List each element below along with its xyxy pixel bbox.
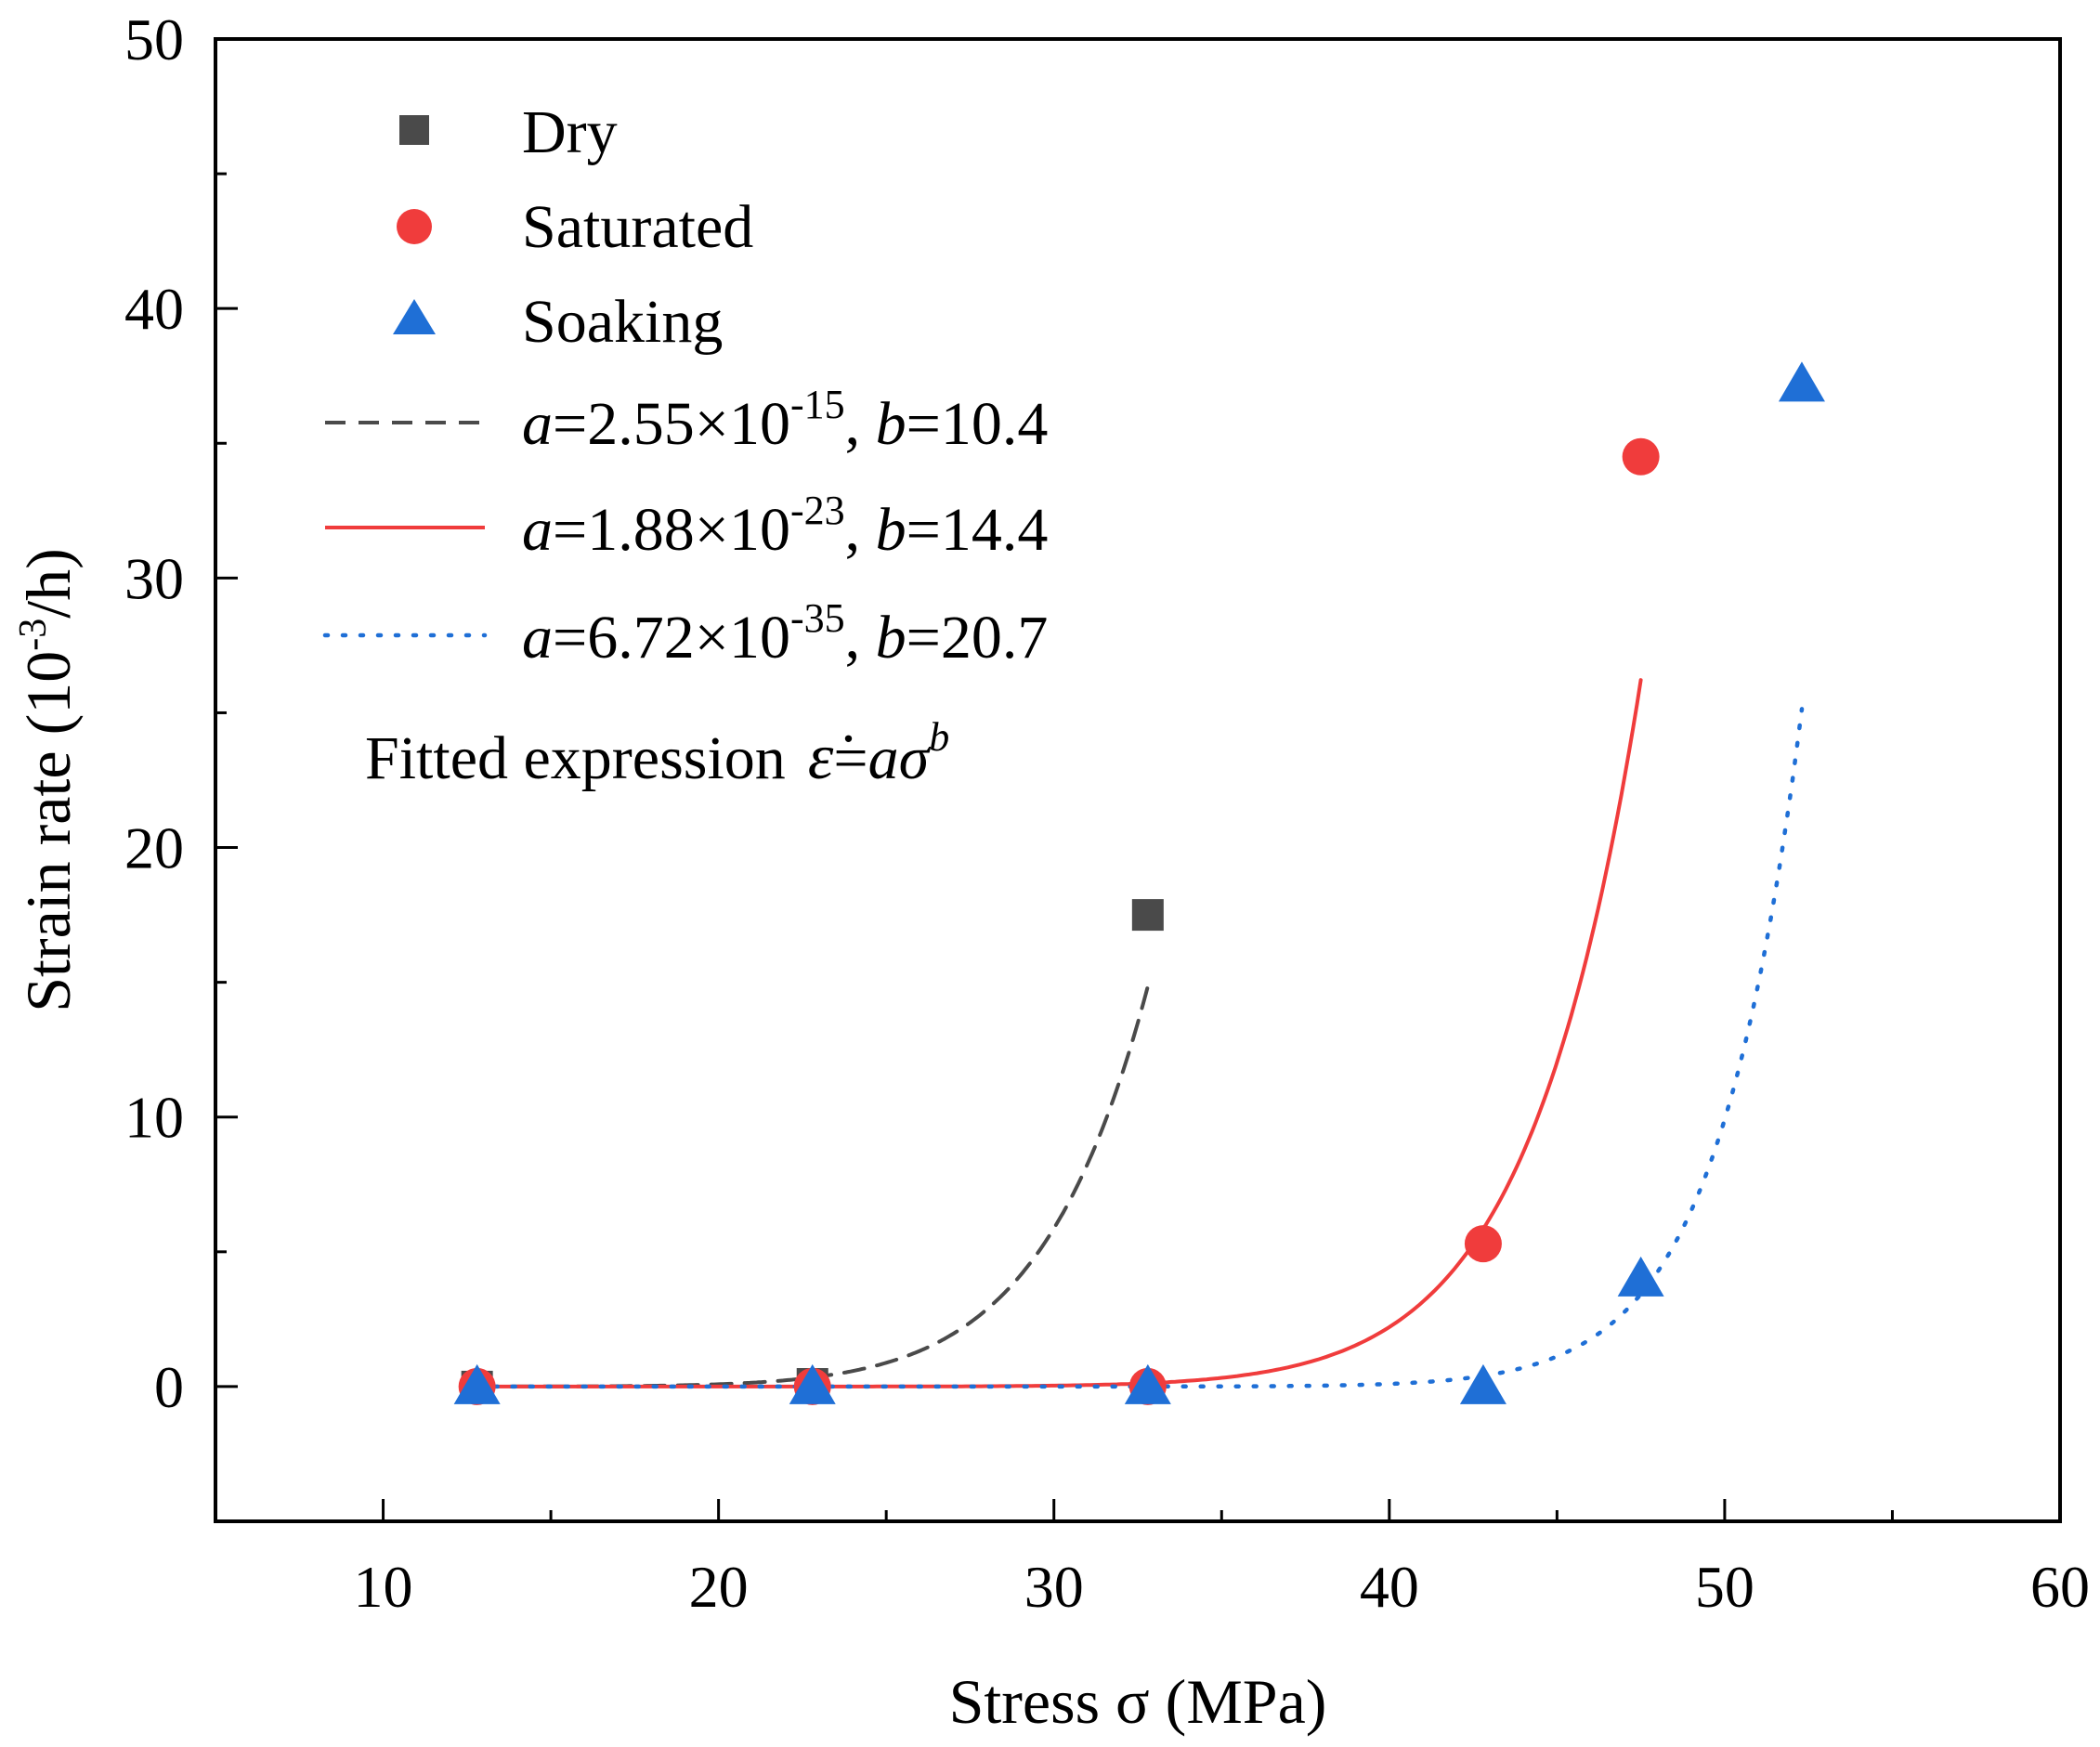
legend-marker-soaking	[393, 299, 436, 334]
legend: Dry Saturated Soaking a=2.55×10-15, b=10…	[322, 98, 1048, 793]
x-tick-label: 50	[1695, 1554, 1754, 1620]
legend-label-saturated-fit: a=1.88×10-23, b=14.4	[522, 488, 1048, 564]
data-point-soaking	[789, 1363, 836, 1404]
legend-marker-dry	[399, 115, 429, 145]
data-point-soaking	[1124, 1363, 1171, 1404]
y-tick-label: 50	[124, 7, 184, 72]
x-axis-title: Stress σ (MPa)	[949, 1666, 1327, 1737]
x-tick-label: 60	[2030, 1554, 2090, 1620]
data-point-dry	[1131, 899, 1164, 932]
plot-frame	[214, 37, 2062, 1523]
x-tick-label: 40	[1360, 1554, 1419, 1620]
data-markers	[453, 361, 1825, 1405]
legend-marker-saturated	[397, 209, 432, 244]
fit-curve-soaking	[475, 707, 1805, 1389]
fitted-expression-annotation: Fitted expression ε̇=aσb	[365, 714, 949, 793]
y-tick-label: 30	[124, 545, 184, 611]
fit-curve-dry	[475, 984, 1150, 1388]
axis-tick-labels: 10 20 30 40 50 60 0 10 20 30 40 50	[124, 7, 2090, 1620]
data-point-soaking	[1617, 1256, 1664, 1297]
data-point-soaking	[1778, 361, 1825, 402]
y-tick-label: 20	[124, 815, 184, 881]
y-tick-label: 10	[124, 1085, 184, 1151]
x-tick-label: 30	[1024, 1554, 1084, 1620]
data-point-soaking	[453, 1363, 501, 1404]
y-axis-title-tail: /h)	[13, 548, 84, 619]
legend-label-soaking: Soaking	[522, 288, 723, 356]
data-point-soaking	[1459, 1363, 1507, 1404]
legend-label-soaking-fit: a=6.72×10-35, b=20.7	[522, 595, 1048, 671]
data-point-saturated	[1622, 437, 1660, 476]
data-point-saturated	[1464, 1225, 1502, 1263]
y-axis-title-sup: -3	[12, 619, 55, 651]
y-tick-label: 40	[124, 276, 184, 342]
y-tick-label: 0	[154, 1354, 184, 1420]
y-axis-title: Strain rate (10-3/h)	[12, 548, 84, 1012]
legend-label-dry: Dry	[522, 98, 618, 166]
axis-ticks	[215, 37, 2062, 1521]
x-tick-label: 20	[689, 1554, 749, 1620]
y-axis-title-main: Strain rate (10	[13, 651, 84, 1012]
legend-label-saturated: Saturated	[522, 193, 753, 261]
legend-label-dry-fit: a=2.55×10-15, b=10.4	[522, 382, 1048, 458]
x-tick-label: 10	[354, 1554, 413, 1620]
